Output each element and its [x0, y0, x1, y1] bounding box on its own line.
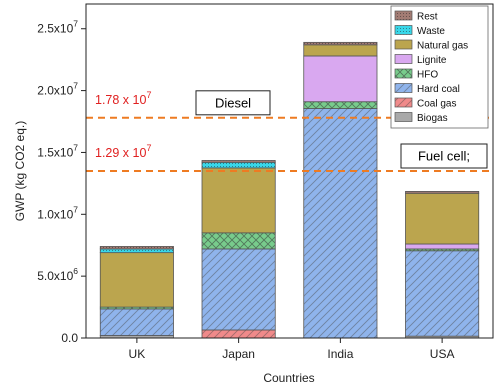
bars-group [99, 41, 480, 339]
ref-box-diesel: Diesel [195, 90, 271, 116]
legend: Rest Waste Natural gas Lignite HFO Hard coal C… [390, 5, 489, 129]
bar-segment-india-hard-coal [303, 108, 378, 339]
bar-segment-india-lignite [303, 55, 378, 103]
legend-item-waste: Waste [394, 25, 445, 37]
y-tick-label: 2.5x107 [37, 19, 78, 36]
legend-item-biogas: Biogas [394, 112, 448, 124]
svg-text:Biogas: Biogas [417, 113, 448, 124]
legend-item-hfo: HFO [394, 68, 438, 81]
bar-segment-uk-rest [99, 246, 174, 250]
bar-segment-japan-rest [201, 160, 276, 163]
bar-segment-india-natural-gas [303, 44, 378, 57]
svg-text:Lignite: Lignite [417, 55, 447, 66]
y-tick-label: 5.0x106 [37, 266, 78, 283]
bar-segment-japan-coal-gas [201, 329, 276, 339]
bar-segment-usa-rest [405, 191, 480, 194]
bar-segment-usa-natural-gas [405, 192, 480, 245]
ref-line-value-diesel: 1.78 x 107 [95, 90, 151, 107]
bar-segment-japan-natural-gas [201, 167, 276, 234]
plot-frame [85, 3, 494, 339]
y-tick-label: 0.0 [61, 331, 78, 345]
x-tick-label-uk: UK [129, 347, 146, 361]
x-tick-label-japan: Japan [222, 347, 255, 361]
svg-text:HFO: HFO [417, 70, 438, 81]
bar-segment-india-hfo [303, 101, 378, 109]
legend-item-rest: Rest [394, 10, 438, 23]
x-tick-label-india: India [327, 347, 353, 361]
y-tick-label: 2.0x107 [37, 81, 78, 98]
x-axis: UK Japan India USA [129, 338, 455, 361]
bar-segment-india-rest [303, 41, 378, 46]
y-tick-label: 1.0x107 [37, 204, 78, 221]
x-axis-title: Countries [263, 371, 314, 385]
svg-text:Rest: Rest [417, 12, 438, 23]
bar-segment-japan-waste [201, 161, 276, 169]
legend-item-natural-gas: Natural gas [394, 39, 468, 52]
svg-text:Natural gas: Natural gas [417, 41, 468, 52]
bar-segment-usa-hard-coal [405, 250, 480, 337]
svg-text:Hard coal: Hard coal [417, 84, 460, 95]
bar-segment-uk-natural-gas [99, 252, 174, 308]
bar-segment-japan-hard-coal [201, 248, 276, 331]
svg-text:Coal gas: Coal gas [417, 99, 456, 110]
bar-segment-usa-lignite [405, 243, 480, 250]
y-axis-title: GWP (kg CO2 eq.) [13, 121, 27, 221]
legend-item-hard-coal: Hard coal [394, 83, 460, 95]
ref-box-fuelcell: Fuel cell; [400, 143, 488, 169]
legend-item-lignite: Lignite [394, 54, 447, 66]
bar-segment-uk-hard-coal [99, 308, 174, 336]
ref-line-value-fuelcell: 1.29 x 107 [95, 143, 151, 160]
y-tick-label: 1.5x107 [37, 142, 78, 159]
x-tick-label-usa: USA [430, 347, 455, 361]
bar-segment-uk-waste [99, 248, 174, 254]
svg-text:Waste: Waste [417, 26, 445, 37]
svg-text:Fuel cell;: Fuel cell; [418, 149, 470, 164]
legend-item-coal-gas: Coal gas [394, 97, 456, 110]
y-axis: 0.0 5.0x106 1.0x107 1.5x107 2.0x107 2.5x107 [37, 19, 86, 345]
svg-text:Diesel: Diesel [215, 95, 251, 110]
bar-segment-japan-hfo [201, 232, 276, 250]
